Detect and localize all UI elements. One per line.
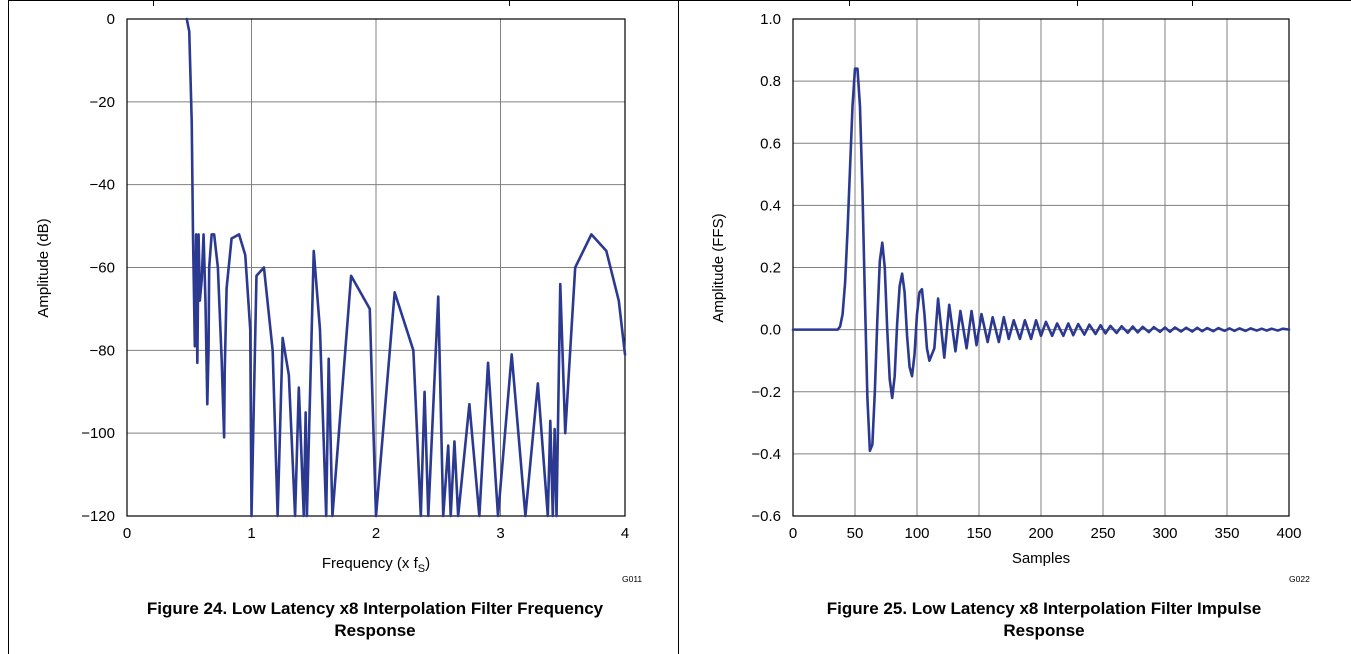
x-tick-label: 200 [1028,525,1053,542]
y-tick-label: 0.6 [760,135,781,152]
x-tick-label: 400 [1276,525,1301,542]
frame-left-line [8,0,9,654]
frame-tick-5 [1192,0,1193,6]
y-axis-label: Amplitude (dB) [35,218,52,317]
y-tick-label: 0.0 [760,322,781,339]
impulse-response-chart: 0 50 100 150 200 250 300 350 400 1.0 0.8 0.6 0.4 0.2 0… [710,11,1302,567]
x-axis-label-subscript: S [418,563,425,575]
frame-tick-1 [153,0,154,6]
y-tick-label: 0.2 [760,260,781,277]
frame-top-line [8,0,1351,1]
y-tick-label: 0 [107,11,115,28]
y-tick-label: −0.2 [751,384,781,401]
y-tick-label: −0.6 [751,508,781,525]
x-tick-label: 0 [123,525,131,542]
y-tick-label: −120 [81,508,115,525]
frame-tick-2 [509,0,510,6]
caption-line-2: Response [1003,621,1085,640]
y-tick-label: 0.8 [760,73,781,90]
x-tick-label: 2 [372,525,380,542]
y-tick-label: −0.4 [751,446,781,463]
x-tick-label: 300 [1152,525,1177,542]
series-line [791,67,1291,453]
frequency-response-chart: 0 1 2 3 4 0 −20 −40 −60 −80 −100 −120 Amplitude (dB)… [35,11,629,575]
figure-code: G022 [1289,574,1310,584]
figure-24: 0 1 2 3 4 0 −20 −40 −60 −80 −100 −120 Amplitude (dB)… [35,11,643,640]
figure-25: 0 50 100 150 200 250 300 350 400 1.0 0.8 0.6 0.4 0.2 0… [679,0,1351,654]
x-tick-label: 1 [247,525,255,542]
x-axis-label-text: Samples [1012,550,1070,567]
x-tick-label: 150 [966,525,991,542]
figure-caption: Figure 25. Low Latency x8 Interpolation … [739,598,1349,642]
y-tick-label: −100 [81,425,115,442]
y-tick-label: −20 [90,94,115,111]
x-tick-label: 0 [789,525,797,542]
caption-line-1: Figure 24. Low Latency x8 Interpolation … [146,599,604,618]
plot-border [792,18,1290,517]
figure-caption: Figure 24. Low Latency x8 Interpolation … [60,598,690,642]
x-axis-label-text: Frequency (x f [322,555,419,572]
x-tick-label: 4 [621,525,629,542]
y-tick-label: −80 [90,342,115,359]
y-tick-label: −60 [90,260,115,277]
x-axis-label-close: ) [425,555,430,572]
figure-code: G011 [622,574,643,584]
x-axis-label: Samples [1012,550,1070,567]
x-tick-label: 3 [496,525,504,542]
frame-tick-3 [849,0,850,6]
y-tick-label: −40 [90,177,115,194]
y-tick-label: 0.4 [760,197,781,214]
x-tick-label: 250 [1090,525,1115,542]
y-tick-label: 1.0 [760,11,781,28]
frame-middle-line [678,0,679,654]
x-tick-label: 350 [1214,525,1239,542]
x-axis-label: Frequency (x fS) [322,555,430,575]
caption-line-2: Response [334,621,416,640]
frame-tick-4 [1077,0,1078,6]
y-axis-label: Amplitude (FFS) [710,213,727,322]
caption-line-1: Figure 25. Low Latency x8 Interpolation … [826,599,1262,618]
x-tick-label: 100 [904,525,929,542]
series-line [185,17,627,518]
x-tick-label: 50 [847,525,864,542]
